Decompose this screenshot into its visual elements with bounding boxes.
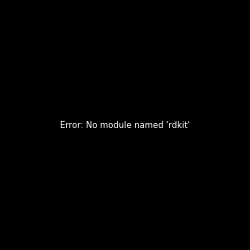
Text: Error: No module named 'rdkit': Error: No module named 'rdkit' <box>60 120 190 130</box>
